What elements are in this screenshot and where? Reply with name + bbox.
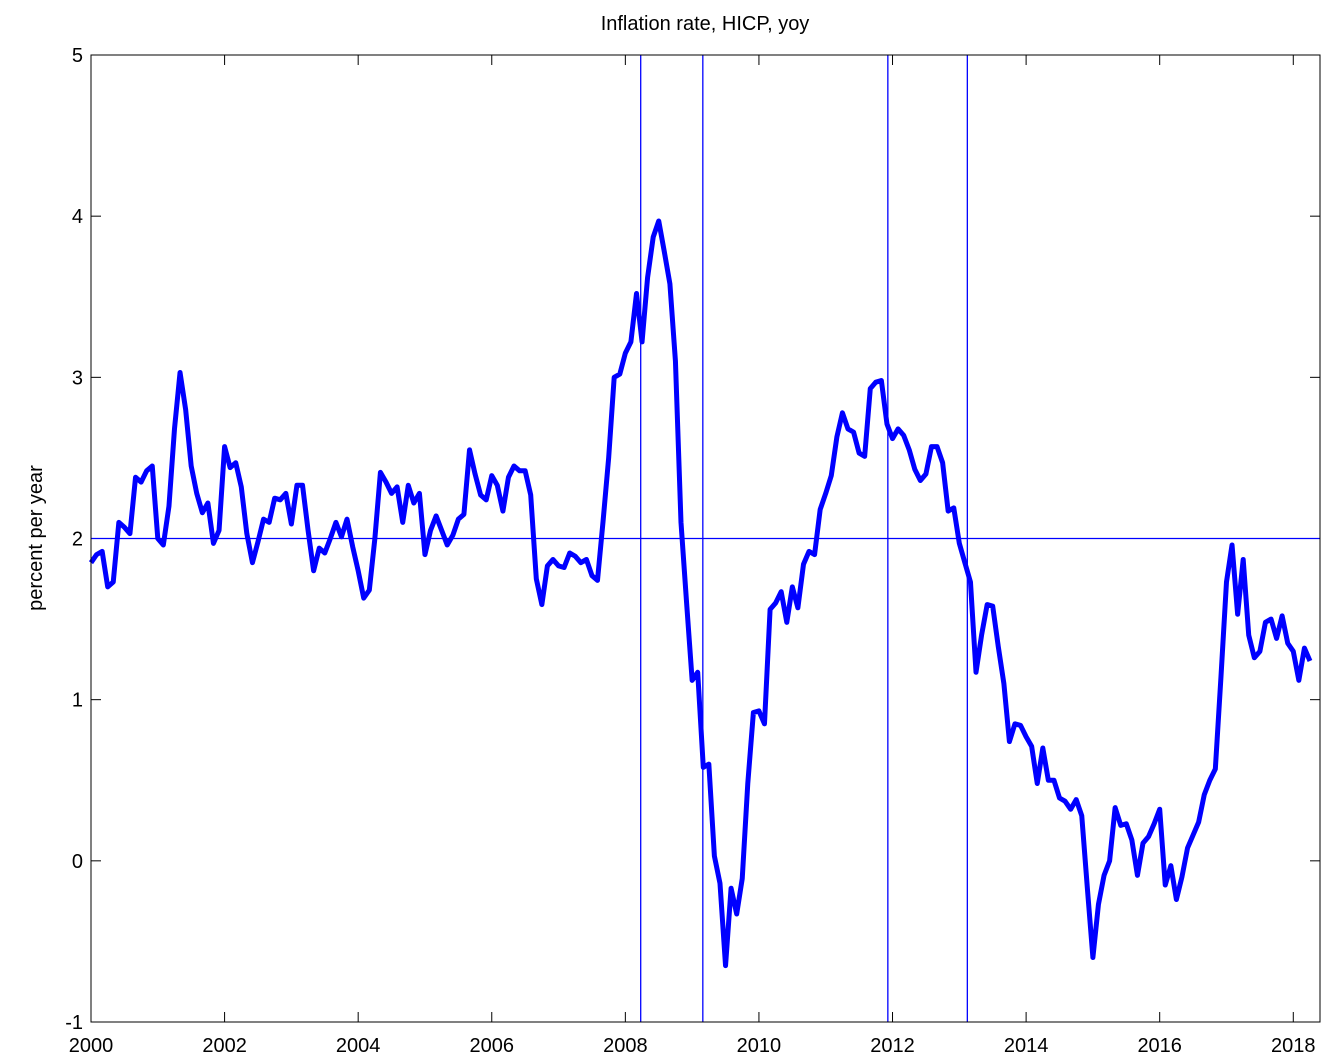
y-tick-label: 2 xyxy=(72,529,83,551)
y-axis-label: percent per year xyxy=(25,465,47,611)
y-tick-label: 1 xyxy=(72,690,83,712)
y-tick-label: -1 xyxy=(65,1012,83,1034)
chart-title: Inflation rate, HICP, yoy xyxy=(601,13,810,35)
x-tick-label: 2004 xyxy=(336,1035,381,1057)
y-tick-label: 0 xyxy=(72,851,83,873)
x-tick-label: 2000 xyxy=(69,1035,114,1057)
y-tick-label: 5 xyxy=(72,45,83,67)
x-tick-label: 2014 xyxy=(1004,1035,1049,1057)
x-tick-label: 2018 xyxy=(1271,1035,1316,1057)
data-line xyxy=(88,218,1313,969)
y-tick-label: 3 xyxy=(72,367,83,389)
plot-frame xyxy=(90,54,1321,1023)
x-tick-label: 2008 xyxy=(603,1035,648,1057)
x-tick-label: 2006 xyxy=(470,1035,515,1057)
x-tick-label: 2012 xyxy=(870,1035,915,1057)
x-tick-label: 2010 xyxy=(737,1035,782,1057)
y-tick-label: 4 xyxy=(72,206,83,228)
x-tick-label: 2016 xyxy=(1137,1035,1182,1057)
x-tick-label: 2002 xyxy=(202,1035,247,1057)
